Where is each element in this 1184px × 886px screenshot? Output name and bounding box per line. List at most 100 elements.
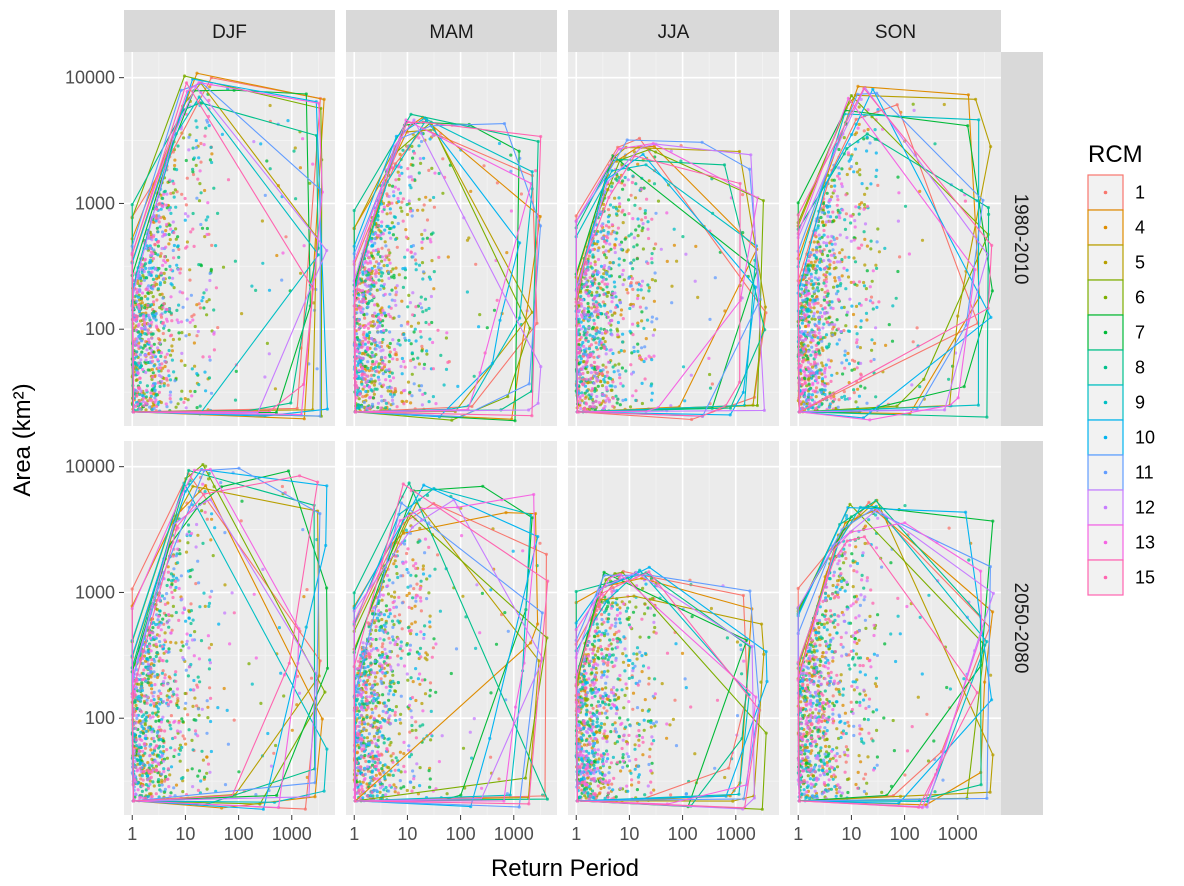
data-point (380, 313, 384, 317)
data-point (581, 365, 585, 369)
data-point (852, 388, 856, 392)
data-point (376, 233, 380, 238)
data-point (412, 330, 416, 334)
data-point (223, 583, 227, 587)
data-point (206, 716, 210, 720)
data-point (827, 199, 831, 203)
data-point (408, 301, 412, 305)
data-point (354, 332, 359, 336)
data-point (811, 248, 815, 252)
data-point (391, 376, 396, 380)
data-point (391, 338, 395, 342)
data-point (400, 209, 404, 213)
data-point (434, 402, 438, 406)
data-point (817, 331, 821, 335)
data-point (151, 332, 155, 336)
data-point (166, 258, 170, 262)
data-point (817, 351, 822, 355)
data-point (823, 371, 827, 375)
data-point (871, 301, 875, 305)
data-point (144, 401, 148, 405)
data-point (137, 361, 141, 365)
data-point (810, 279, 814, 283)
data-point (603, 282, 607, 286)
data-point (179, 320, 184, 324)
data-point (432, 205, 436, 209)
data-point (149, 348, 154, 352)
data-point (584, 328, 588, 333)
data-point (420, 306, 424, 310)
data-point (247, 662, 251, 666)
data-point (196, 533, 200, 537)
data-point (382, 282, 386, 286)
data-point (160, 780, 164, 785)
data-point (595, 326, 599, 330)
data-point (156, 358, 160, 362)
data-point (263, 193, 267, 197)
data-point (847, 255, 851, 259)
data-point (157, 718, 161, 723)
data-point (387, 360, 391, 364)
data-point (835, 342, 839, 346)
data-point (409, 359, 413, 363)
data-point (825, 270, 829, 274)
data-point (141, 731, 145, 735)
data-point (163, 280, 167, 284)
data-point (419, 335, 423, 339)
data-point (595, 290, 599, 294)
data-point (420, 349, 424, 353)
data-point (268, 167, 272, 171)
data-point (467, 236, 471, 240)
data-point (621, 179, 625, 183)
data-point (179, 267, 183, 271)
data-point (197, 199, 202, 203)
data-point (619, 382, 623, 386)
data-point (844, 287, 848, 291)
data-point (621, 221, 625, 225)
data-point (806, 377, 811, 381)
data-point (601, 288, 605, 292)
data-point (281, 251, 285, 255)
hulls-layer (575, 137, 767, 421)
data-point (168, 393, 172, 397)
data-point (377, 224, 381, 228)
data-point (206, 201, 210, 205)
data-point (813, 276, 817, 280)
data-point (863, 263, 867, 267)
data-point (910, 383, 914, 387)
data-point (365, 312, 369, 316)
data-point (446, 255, 450, 259)
data-point (359, 359, 363, 363)
data-point (615, 178, 619, 182)
data-point (428, 137, 432, 141)
data-point (393, 299, 397, 303)
data-point (370, 373, 374, 377)
data-point (821, 220, 825, 224)
data-point (599, 346, 603, 350)
data-point (371, 314, 375, 318)
data-point (159, 313, 163, 317)
data-point (602, 272, 606, 276)
data-point (201, 355, 205, 359)
data-point (387, 312, 391, 316)
data-point (145, 244, 149, 248)
data-point (376, 375, 380, 379)
data-point (617, 362, 621, 366)
data-point (387, 194, 391, 199)
data-point (590, 387, 595, 391)
data-point (286, 119, 290, 123)
data-point (267, 288, 272, 292)
data-point (828, 266, 832, 270)
data-point (166, 719, 170, 723)
data-point (613, 363, 617, 367)
data-point (596, 384, 600, 388)
data-point (601, 245, 605, 249)
data-point (155, 282, 159, 286)
data-point (175, 263, 179, 267)
data-point (580, 304, 584, 308)
data-point (157, 783, 161, 788)
data-point (801, 388, 806, 392)
data-point (799, 316, 804, 320)
data-point (606, 236, 610, 240)
data-point (590, 306, 594, 310)
